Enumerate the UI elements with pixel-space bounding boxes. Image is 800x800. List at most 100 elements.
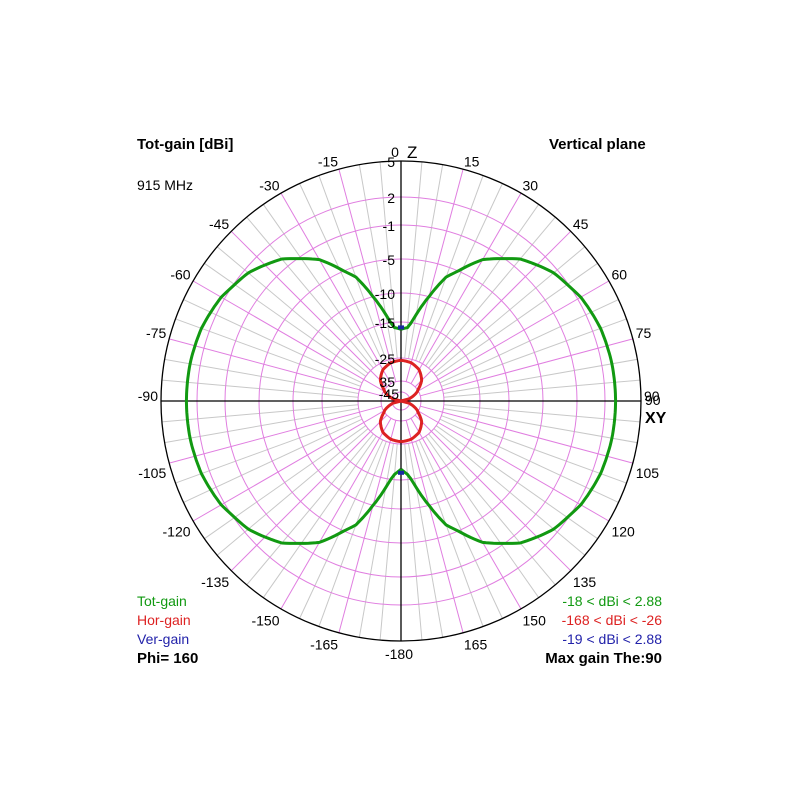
- radial-label: -10: [375, 286, 395, 302]
- tot-gain-curve: [399, 257, 618, 545]
- grid-spoke: [407, 164, 444, 359]
- grid-spoke: [435, 425, 598, 540]
- legend-ver-range: -19 < dBi < 2.88: [562, 631, 662, 647]
- angle-label: -120: [163, 524, 191, 540]
- grid-spoke: [183, 418, 363, 503]
- grid-spoke: [230, 414, 388, 572]
- radial-label: 35: [379, 374, 395, 390]
- grid-spoke: [169, 405, 382, 464]
- grid-spoke: [405, 169, 464, 382]
- angle-label: -60: [170, 267, 190, 283]
- grid-spoke: [443, 404, 641, 423]
- grid-spoke: [441, 415, 627, 484]
- grid-spoke: [192, 280, 384, 392]
- legend-tot-range: -18 < dBi < 2.88: [562, 593, 662, 609]
- grid-spoke: [443, 407, 638, 444]
- legend-hor-gain: Hor-gain: [137, 612, 191, 628]
- grid-spoke: [318, 175, 387, 361]
- grid-spoke: [407, 443, 444, 638]
- angle-label: 45: [573, 216, 589, 232]
- grid-spoke: [418, 439, 503, 619]
- chart-title: Tot-gain [dBi]: [137, 136, 234, 153]
- angle-label: -15: [318, 153, 338, 169]
- tot-gain-curve: [184, 257, 403, 545]
- angle-label: 120: [611, 524, 635, 540]
- radial-label: -15: [375, 315, 395, 331]
- grid-spoke: [262, 204, 377, 367]
- grid-spoke: [418, 280, 610, 392]
- grid-spoke: [175, 318, 361, 387]
- grid-spoke: [443, 358, 638, 395]
- grid-spoke: [318, 441, 387, 627]
- grid-spoke: [441, 318, 627, 387]
- angle-label: -105: [138, 465, 166, 481]
- grid-spoke: [192, 410, 384, 522]
- grid-spoke: [405, 420, 464, 633]
- grid-spoke: [175, 415, 361, 484]
- grid-spoke: [164, 407, 359, 444]
- grid-spoke: [230, 230, 388, 388]
- phi-label: Phi= 160: [137, 650, 199, 667]
- max-gain-label: Max gain The:90: [545, 650, 662, 667]
- grid-spoke: [428, 433, 556, 586]
- angle-label: 15: [464, 153, 480, 169]
- grid-spoke: [433, 246, 586, 374]
- angle-label: 60: [611, 267, 627, 283]
- ver-gain-marker: [398, 470, 404, 475]
- legend-tot-gain: Tot-gain: [137, 593, 187, 609]
- radial-label: -45: [379, 386, 399, 402]
- angle-label: -30: [259, 178, 279, 194]
- grid-spoke: [425, 204, 540, 367]
- grid-spoke: [358, 443, 395, 638]
- angle-label: 90: [645, 392, 661, 408]
- grid-spoke: [433, 428, 586, 556]
- grid-spoke: [414, 414, 572, 572]
- gain-curves: [184, 257, 618, 545]
- grid-spoke: [414, 230, 572, 388]
- angle-label: -180: [385, 646, 413, 662]
- angle-label: 105: [636, 465, 660, 481]
- grid-spoke: [425, 435, 540, 598]
- grid-spoke: [420, 405, 633, 464]
- radial-label: -1: [383, 218, 396, 234]
- grid-spoke: [246, 216, 374, 369]
- angle-label: -45: [209, 216, 229, 232]
- grid-spoke: [435, 262, 598, 377]
- grid-spoke: [410, 418, 522, 610]
- grid-spoke: [169, 338, 382, 397]
- legend-hor-range: -168 < dBi < -26: [561, 612, 662, 628]
- angle-label: 75: [636, 325, 652, 341]
- xy-axis-label: XY: [645, 410, 667, 427]
- radial-label: 5: [387, 154, 395, 170]
- grid-spoke: [216, 246, 369, 374]
- angle-label: -75: [146, 325, 166, 341]
- grid-spoke: [299, 439, 384, 619]
- grid-spoke: [204, 425, 367, 540]
- angle-label: -150: [251, 612, 279, 628]
- grid-spoke: [216, 428, 369, 556]
- grid-spoke: [358, 164, 395, 359]
- grid-spoke: [164, 358, 359, 395]
- angular-grid-major: [169, 169, 633, 633]
- grid-spoke: [415, 441, 484, 627]
- grid-spoke: [246, 433, 374, 586]
- angle-label: -90: [138, 388, 158, 404]
- grid-spoke: [280, 192, 392, 384]
- grid-spoke: [338, 169, 397, 382]
- angle-label: 30: [523, 178, 539, 194]
- angle-label: -165: [310, 637, 338, 653]
- angle-label: -135: [201, 574, 229, 590]
- angular-grid-minor: [161, 161, 641, 641]
- angle-label: 165: [464, 637, 488, 653]
- tick-labels: 0 15 30 45 60 75 90 105 120 135 150 165 -180 -165 -150…: [138, 143, 667, 662]
- frequency-label: 915 MHz: [137, 177, 194, 193]
- grid-spoke: [410, 192, 522, 384]
- hor-gain-curve: [378, 358, 403, 444]
- grid-spoke: [280, 418, 392, 610]
- angle-label: 90: [644, 388, 660, 404]
- grid-spoke: [262, 435, 377, 598]
- grid-spoke: [420, 338, 633, 397]
- grid-spoke: [418, 410, 610, 522]
- plane-label: Vertical plane: [549, 136, 646, 153]
